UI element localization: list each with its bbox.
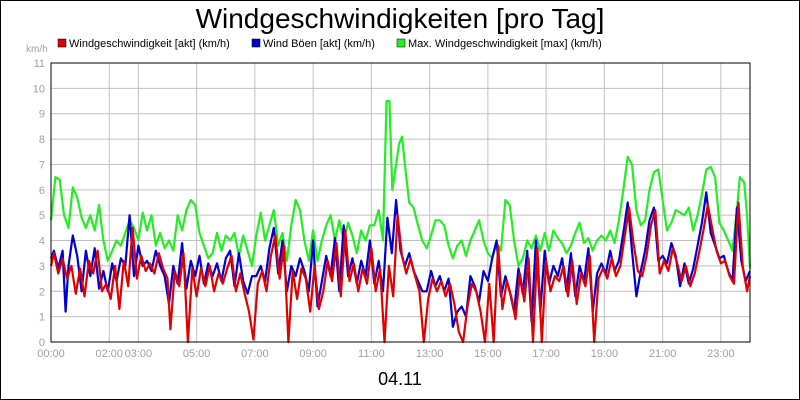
y-tick-label: 8 [39, 134, 45, 146]
x-tick-label: 09:00 [299, 348, 327, 360]
plot-border [50, 62, 751, 343]
y-tick-label: 4 [39, 236, 45, 248]
x-tick-label: 05:00 [183, 348, 211, 360]
series-line-akt [49, 201, 752, 344]
legend-swatch-max [396, 38, 406, 48]
x-tick-label: 00:00 [37, 348, 65, 360]
series-lines [49, 99, 752, 344]
x-tick-label: 21:00 [649, 348, 677, 360]
x-axis-ticks: 00:00 02:00 03:00 05:00 07:00 09:00 11:00 13:00… [37, 348, 734, 360]
legend-label-akt: Windgeschwindigkeit [akt] (km/h) [69, 38, 230, 50]
legend-swatch-boeen [251, 38, 261, 48]
y-tick-label: 9 [39, 109, 45, 121]
y-unit-label: km/h [26, 44, 48, 55]
x-tick-label: 11:00 [358, 348, 385, 360]
y-tick-label: 3 [39, 261, 45, 273]
legend-swatch-akt [57, 38, 67, 48]
x-tick-label: 13:00 [416, 348, 444, 360]
y-tick-label: 6 [39, 185, 45, 197]
x-tick-label: 19:00 [591, 348, 619, 360]
y-tick-label: 0 [39, 337, 45, 349]
y-axis-ticks: 0 1 2 3 4 5 6 7 8 9 10 11 [33, 58, 45, 349]
y-tick-label: 5 [39, 210, 45, 222]
x-tick-label: 03:00 [125, 348, 153, 360]
y-tick-label: 2 [39, 286, 45, 298]
legend: Windgeschwindigkeit [akt] (km/h) Wind Bö… [57, 38, 602, 50]
y-tick-label: 1 [39, 312, 45, 324]
y-tick-label: 7 [39, 159, 45, 171]
x-tick-label: 07:00 [241, 348, 269, 360]
date-label: 04.11 [378, 369, 422, 389]
chart-title: Windgeschwindigkeiten [pro Tag] [196, 3, 605, 34]
y-tick-label: 10 [33, 83, 45, 95]
x-tick-label: 15:00 [474, 348, 502, 360]
x-tick-label: 23:00 [707, 348, 735, 360]
plot-area [51, 63, 750, 342]
series-line-max [49, 99, 752, 269]
y-tick-label: 11 [34, 58, 45, 70]
legend-label-max: Max. Windgeschwindigkeit [max] (km/h) [408, 38, 602, 50]
x-tick-label: 02:00 [95, 348, 123, 360]
x-tick-label: 17:00 [532, 348, 560, 360]
legend-label-boeen: Wind Böen [akt] (km/h) [263, 38, 375, 50]
